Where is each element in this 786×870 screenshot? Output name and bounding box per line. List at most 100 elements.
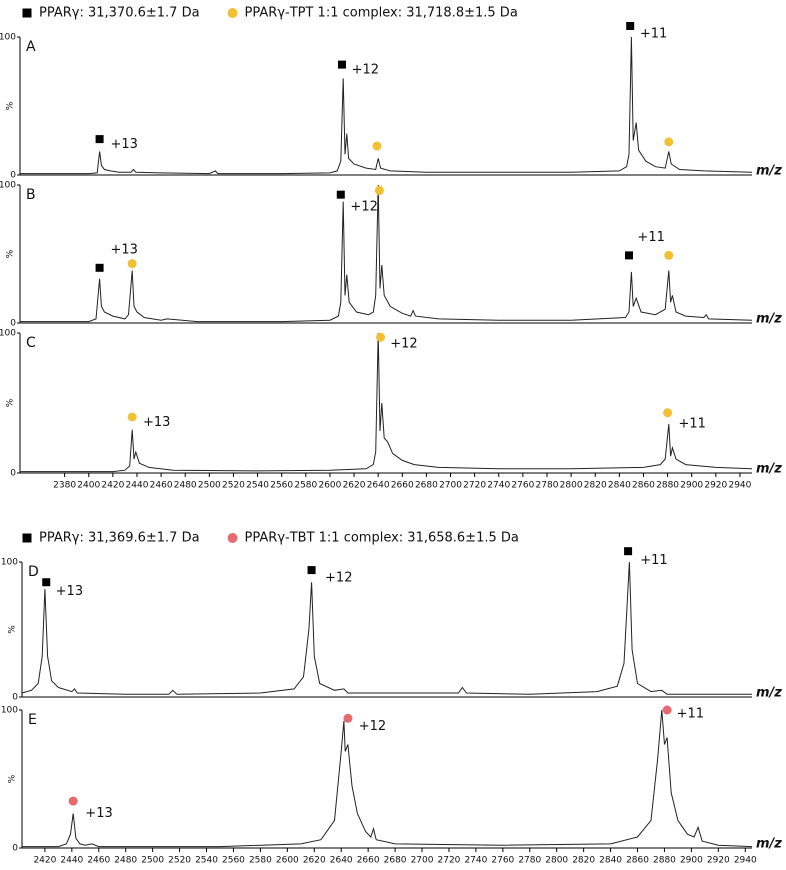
y-axis-label: % — [6, 249, 16, 258]
y-axis-label: % — [8, 625, 18, 634]
x-tick-label: 2820 — [584, 481, 607, 491]
marker — [42, 578, 51, 587]
x-tick-label: 2480 — [114, 856, 137, 866]
spectrum — [20, 332, 753, 473]
x-tick-label: 2720 — [438, 856, 461, 866]
peak-label: +11 — [640, 27, 667, 42]
x-tick-label: 2420 — [101, 481, 124, 491]
marker — [626, 21, 635, 30]
y-tick-label: 100 — [0, 329, 16, 339]
marker — [22, 8, 32, 18]
x-tick-label: 2460 — [150, 481, 173, 491]
x-tick-label: 2640 — [367, 481, 390, 491]
x-tick-label: 2900 — [680, 481, 703, 491]
x-tick-label: 2860 — [626, 856, 649, 866]
marker — [374, 186, 384, 196]
x-tick-label: 2600 — [318, 481, 341, 491]
x-tick-label: 2660 — [357, 856, 380, 866]
spectrum — [22, 709, 753, 848]
x-tick-label: 2520 — [168, 856, 191, 866]
x-tick-label: 2640 — [330, 856, 353, 866]
y-tick-label: 0 — [12, 844, 18, 854]
x-tick-label: 2540 — [246, 481, 269, 491]
x-tick-label: 2840 — [599, 856, 622, 866]
x-tick-label: 2780 — [518, 856, 541, 866]
peak-label: +11 — [677, 707, 704, 722]
spectrum — [21, 561, 752, 695]
marker — [664, 250, 674, 260]
spectrum — [20, 36, 753, 175]
x-tick-label: 2600 — [276, 856, 299, 866]
x-tick-label: 2460 — [87, 856, 110, 866]
x-tick-label: 2440 — [126, 481, 149, 491]
panel-label: E — [28, 712, 37, 728]
peak-label: +13 — [56, 584, 83, 599]
peak-label: +13 — [110, 242, 137, 257]
marker — [227, 8, 238, 18]
marker — [663, 408, 673, 418]
x-tick-label: 2580 — [249, 856, 272, 866]
x-tick-label: 2440 — [60, 856, 83, 866]
y-axis-label: % — [8, 774, 18, 783]
y-axis-label: % — [6, 101, 16, 110]
y-axis-label: % — [6, 398, 16, 407]
marker — [624, 251, 633, 260]
legend-label: PPARγ-TBT 1:1 complex: 31,658.6±1.5 Da — [245, 531, 519, 546]
peak-label: +11 — [637, 230, 664, 245]
y-tick-label: 0 — [10, 171, 16, 181]
y-tick-label: 100 — [1, 558, 18, 568]
peak-label: +11 — [678, 417, 705, 432]
marker — [22, 533, 32, 543]
marker — [337, 60, 346, 69]
spectrum — [20, 184, 753, 323]
peak-label: +13 — [110, 137, 137, 152]
x-tick-label: 2500 — [198, 481, 221, 491]
peak-label: +13 — [85, 806, 112, 821]
y-tick-label: 100 — [0, 181, 16, 191]
marker — [95, 135, 104, 144]
x-tick-label: 2520 — [222, 481, 245, 491]
x-axis-label: m/z — [756, 312, 782, 327]
x-tick-label: 2620 — [303, 856, 326, 866]
legend-label: PPARγ: 31,369.6±1.7 Da — [39, 531, 200, 546]
y-tick-label: 0 — [10, 469, 16, 479]
marker — [68, 796, 78, 806]
x-tick-label: 2560 — [222, 856, 245, 866]
peak-label: +12 — [390, 337, 417, 352]
x-tick-label: 2480 — [174, 481, 197, 491]
x-tick-label: 2420 — [33, 856, 56, 866]
peak-label: +13 — [143, 415, 170, 430]
marker — [664, 137, 674, 147]
x-tick-label: 2760 — [511, 481, 534, 491]
x-tick-label: 2940 — [728, 481, 751, 491]
peak-label: +12 — [350, 200, 377, 215]
x-axis-label: m/z — [756, 164, 782, 179]
x-axis-label: m/z — [756, 837, 782, 852]
x-tick-label: 2380 — [53, 481, 76, 491]
x-tick-label: 2780 — [536, 481, 559, 491]
x-tick-label: 2740 — [464, 856, 487, 866]
peak-label: +12 — [359, 719, 386, 734]
x-tick-label: 2800 — [545, 856, 568, 866]
marker — [662, 705, 672, 715]
x-tick-label: 2740 — [487, 481, 510, 491]
marker — [376, 332, 386, 342]
x-tick-label: 2820 — [572, 856, 595, 866]
marker — [227, 533, 238, 543]
x-axis-label: m/z — [756, 686, 782, 701]
panel-label: A — [26, 39, 36, 55]
panel-label: C — [26, 335, 36, 351]
x-tick-label: 2580 — [294, 481, 317, 491]
x-tick-label: 2800 — [560, 481, 583, 491]
x-tick-label: 2700 — [439, 481, 462, 491]
x-tick-label: 2840 — [608, 481, 631, 491]
y-tick-label: 100 — [1, 706, 18, 716]
marker — [127, 259, 137, 269]
legend-label: PPARγ-TPT 1:1 complex: 31,718.8±1.5 Da — [245, 6, 518, 21]
marker — [343, 713, 353, 723]
peak-label: +11 — [640, 553, 667, 568]
marker — [372, 141, 382, 151]
x-tick-label: 2760 — [491, 856, 514, 866]
x-tick-label: 2540 — [195, 856, 218, 866]
